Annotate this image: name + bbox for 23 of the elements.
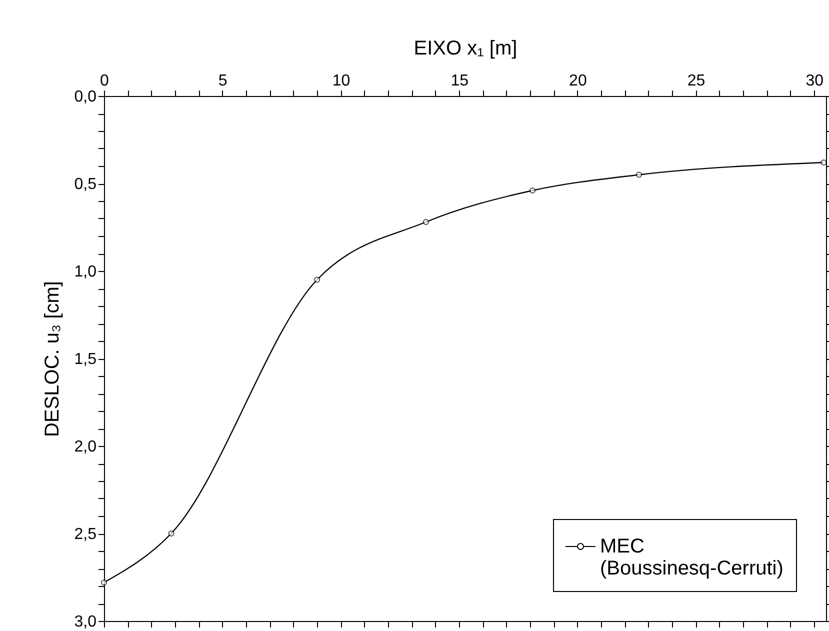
x-tick-label: 20: [569, 72, 587, 90]
x-tick-label: 10: [332, 72, 350, 90]
x-tick-label: 30: [806, 72, 824, 90]
y-tick-label: 0,5: [74, 176, 97, 193]
point: [636, 172, 642, 178]
y-tick-label: 2,0: [74, 438, 97, 456]
y-tick-label: 1,5: [74, 351, 97, 368]
y-tick-label: 0,0: [74, 88, 97, 106]
y-axis-title: DESLOC. u₃ [cm]: [41, 281, 64, 437]
y-tick-label: 3,0: [74, 614, 97, 630]
x-axis-title: EIXO x₁ [m]: [414, 38, 518, 60]
point: [314, 276, 320, 283]
legend-label: MEC (Boussinesq-Cerruti): [600, 536, 784, 580]
y-tick-label: 1,0: [74, 264, 97, 280]
x-tick-label: 25: [687, 72, 706, 90]
x-tick-label: 5: [218, 72, 228, 90]
x-tick-label: 15: [450, 72, 469, 90]
point: [168, 530, 174, 536]
point: [101, 580, 107, 586]
y-tick-label: 2,5: [74, 526, 97, 543]
point: [422, 219, 429, 225]
x-tick-label: 0: [100, 72, 110, 90]
point: [529, 188, 536, 194]
